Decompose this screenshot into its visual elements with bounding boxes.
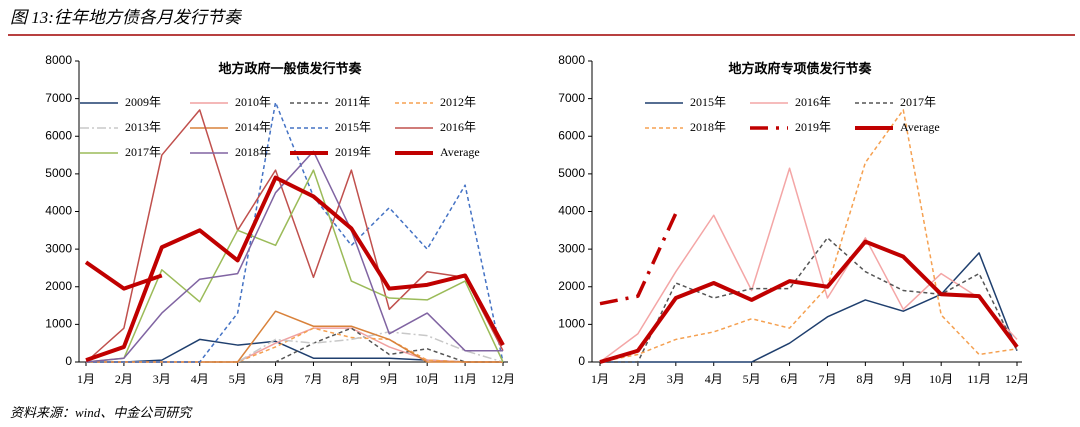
- figure-title: 图 13:往年地方债各月发行节奏: [10, 8, 243, 27]
- y-tick-label: 7000: [558, 91, 585, 105]
- series-line: [599, 239, 1019, 364]
- series-line: [600, 252, 1018, 363]
- series-line: [86, 327, 503, 363]
- x-tick-label: 5月: [743, 372, 761, 386]
- legend-label: 2019年: [795, 120, 831, 134]
- y-tick-label: 8000: [45, 53, 72, 67]
- y-tick-label: 0: [65, 354, 72, 368]
- legend-label: 2015年: [690, 95, 726, 109]
- x-tick-label: 12月: [1005, 372, 1029, 386]
- series-line: [600, 237, 1018, 363]
- legend-label: 2010年: [235, 95, 271, 109]
- legend-label: 2017年: [125, 145, 161, 159]
- series-line: [85, 169, 504, 363]
- series-line: [86, 310, 503, 363]
- series-line: [85, 109, 504, 363]
- x-tick-label: 11月: [967, 372, 991, 386]
- legend-label: 2015年: [335, 120, 371, 134]
- y-tick-label: 7000: [45, 91, 72, 105]
- x-tick-label: 1月: [591, 372, 609, 386]
- series-line: [599, 167, 1018, 363]
- y-tick-label: 1000: [45, 317, 72, 331]
- x-tick-label: 9月: [380, 372, 398, 386]
- x-tick-label: 7月: [818, 372, 836, 386]
- x-tick-label: 9月: [894, 372, 912, 386]
- legend-label: 2019年: [335, 145, 371, 159]
- y-tick-label: 6000: [45, 128, 72, 142]
- series-line: [599, 109, 1018, 363]
- x-tick-label: 3月: [153, 372, 171, 386]
- legend-label: 2013年: [125, 120, 161, 134]
- legend-label: Average: [440, 145, 480, 159]
- y-tick-label: 8000: [558, 53, 585, 67]
- y-tick-label: 3000: [45, 241, 72, 255]
- x-tick-label: 12月: [491, 372, 515, 386]
- x-tick-label: 5月: [229, 372, 247, 386]
- x-tick-label: 10月: [929, 372, 953, 386]
- legend-label: 2012年: [440, 95, 476, 109]
- x-tick-label: 11月: [453, 372, 477, 386]
- x-tick-label: 7月: [304, 372, 322, 386]
- y-tick-label: 3000: [558, 241, 585, 255]
- x-tick-label: 6月: [267, 372, 285, 386]
- legend-label: 2016年: [795, 95, 831, 109]
- x-tick-label: 2月: [115, 372, 133, 386]
- y-tick-label: 5000: [45, 166, 72, 180]
- legend-label: 2017年: [900, 95, 936, 109]
- legend-label: Average: [900, 120, 940, 134]
- series-line: [86, 101, 504, 363]
- x-tick-label: 10月: [415, 372, 439, 386]
- y-tick-label: 2000: [558, 279, 585, 293]
- y-tick-label: 5000: [558, 166, 585, 180]
- legend-label: 2018年: [235, 145, 271, 159]
- x-tick-label: 2月: [629, 372, 647, 386]
- chart-title: 地方政府一般债发行节奏: [218, 61, 362, 76]
- y-tick-label: 6000: [558, 128, 585, 142]
- legend-label: 2011年: [335, 95, 371, 109]
- series-line: [86, 338, 503, 363]
- x-tick-label: 4月: [705, 372, 723, 386]
- x-tick-label: 1月: [77, 372, 95, 386]
- legend-label: 2016年: [440, 120, 476, 134]
- chart-title: 地方政府专项债发行节奏: [728, 61, 872, 76]
- series-line: [85, 175, 505, 363]
- legend-label: 2009年: [125, 95, 161, 109]
- y-tick-label: 4000: [45, 204, 72, 218]
- x-tick-label: 8月: [342, 372, 360, 386]
- x-tick-label: 4月: [191, 372, 209, 386]
- y-tick-label: 4000: [558, 204, 585, 218]
- legend-label: 2014年: [235, 120, 271, 134]
- y-tick-label: 0: [578, 354, 585, 368]
- y-tick-label: 2000: [45, 279, 72, 293]
- x-tick-label: 8月: [856, 372, 874, 386]
- series-line: [599, 212, 678, 306]
- legend-label: 2018年: [690, 120, 726, 134]
- series-line: [85, 150, 503, 363]
- y-tick-label: 1000: [558, 317, 585, 331]
- series-line: [86, 327, 503, 363]
- x-tick-label: 6月: [781, 372, 799, 386]
- series-line: [86, 327, 503, 363]
- source-note: 资料来源：wind、中金公司研究: [10, 405, 193, 420]
- x-tick-label: 3月: [667, 372, 685, 386]
